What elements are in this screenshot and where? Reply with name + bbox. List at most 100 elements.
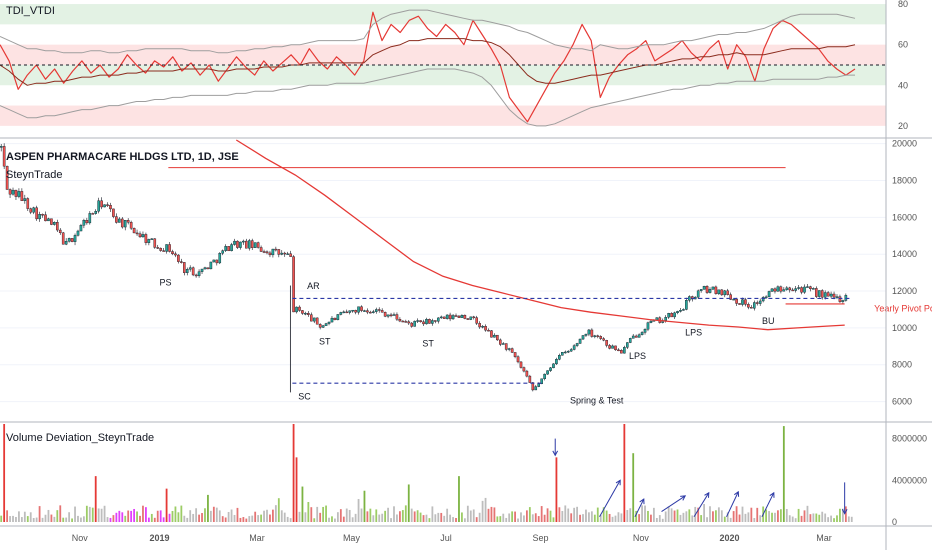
price-tick-label: 14000 (892, 249, 917, 259)
price-annotation: BU (762, 316, 775, 326)
candle-body (224, 246, 227, 251)
volume-bar (316, 506, 319, 522)
candle-body (750, 307, 753, 309)
volume-bar (20, 517, 23, 522)
volume-bar (428, 518, 431, 522)
candle-body (623, 347, 626, 354)
candle-body (301, 310, 304, 314)
volume-bar (236, 507, 239, 522)
candle-body (764, 296, 768, 299)
candle-body (242, 240, 245, 243)
candle-body (776, 286, 780, 292)
volume-bar (198, 514, 200, 522)
volume-bar (585, 509, 587, 522)
tdi-series-2 (0, 9, 856, 54)
price-tick-label: 20000 (892, 139, 917, 149)
volume-bar (629, 508, 632, 522)
volume-bar (836, 515, 838, 522)
candle-body (714, 286, 718, 294)
volume-bar (434, 514, 437, 522)
volume-bar (301, 486, 304, 522)
volume-bar (227, 511, 230, 522)
volume-bar (466, 505, 469, 522)
volume-bar (245, 518, 248, 522)
volume-bar (292, 424, 295, 522)
volume-bar (378, 514, 381, 522)
volume-bar (493, 507, 496, 522)
candle-body (88, 213, 92, 224)
candle-body (118, 218, 121, 223)
candle-body (738, 303, 741, 305)
candle-body (206, 267, 210, 270)
volume-bar (514, 511, 516, 522)
candle-body (32, 207, 35, 213)
candle-body (289, 253, 292, 257)
volume-arrow (634, 498, 645, 518)
candle-body (141, 234, 145, 238)
candle-body (29, 208, 33, 213)
candle-body (729, 294, 732, 300)
candle-body (2, 146, 6, 167)
volume-bar (508, 513, 511, 522)
price-panel: PS AR SC ST ST Spring & Test LPS LPS BU Yearly Pi… (0, 139, 932, 405)
candle-body (47, 218, 50, 222)
price-tick-label: 6000 (892, 397, 912, 407)
volume-bar (286, 516, 289, 522)
volume-bar (168, 513, 171, 522)
price-annotation: SC (298, 392, 311, 402)
candle-body (256, 242, 260, 248)
price-annotation: Yearly Pivot Point (874, 303, 932, 313)
volume-bar (38, 506, 41, 522)
volume-bar (475, 517, 478, 522)
candle-body (209, 261, 213, 270)
candle-body (357, 306, 360, 313)
volume-bar (652, 507, 655, 522)
volume-bar (242, 517, 245, 522)
candle-body (354, 309, 357, 313)
candle-body (0, 146, 3, 148)
candle-body (106, 204, 109, 206)
candle-body (720, 289, 724, 296)
candle-body (753, 302, 756, 309)
volume-bar (207, 494, 209, 522)
volume-bar (747, 512, 750, 522)
volume-bar (9, 516, 11, 522)
volume-bar (525, 510, 528, 522)
volume-bar (257, 515, 260, 522)
candle-body (620, 350, 623, 354)
volume-bar (682, 512, 685, 522)
volume-bar (404, 505, 407, 522)
candle-body (295, 306, 298, 313)
candle-body (416, 320, 419, 322)
candle-body (717, 289, 721, 294)
candle-body (398, 319, 402, 322)
candle-body (212, 259, 216, 263)
volume-tick-label: 0 (892, 517, 897, 527)
volume-bar (254, 511, 257, 522)
volume-bar (360, 508, 363, 522)
volume-bar (626, 510, 629, 522)
volume-bar (334, 518, 336, 522)
volume-bar (94, 476, 97, 522)
volume-bar (732, 511, 735, 522)
volume-arrowhead (615, 479, 621, 486)
x-tick-label: Jul (440, 533, 452, 543)
volume-bar (720, 510, 723, 522)
volume-bar (381, 513, 384, 522)
price-annotation: AR (307, 281, 320, 291)
candle-body (304, 312, 307, 315)
volume-bar (576, 506, 578, 522)
volume-bar (80, 517, 82, 522)
volume-bar (502, 513, 505, 522)
volume-bar (779, 509, 782, 522)
volume-bar (461, 512, 463, 522)
candle-body (348, 310, 351, 313)
candle-body (741, 299, 744, 305)
volume-bar (676, 509, 679, 522)
volume-bar (416, 510, 419, 522)
volume-bar (791, 516, 794, 522)
candle-body (434, 320, 437, 322)
candle-body (227, 246, 230, 252)
volume-bar (620, 513, 623, 522)
candle-body (236, 240, 239, 248)
